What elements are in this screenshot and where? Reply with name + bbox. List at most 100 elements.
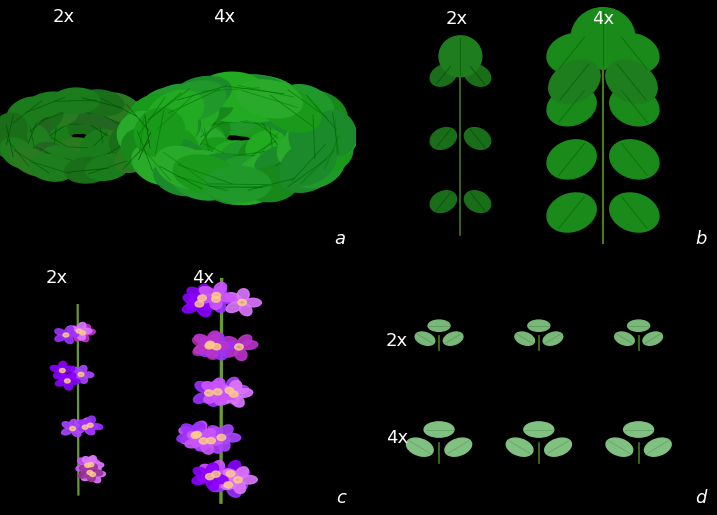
Ellipse shape [52, 88, 100, 113]
Ellipse shape [254, 96, 303, 129]
Ellipse shape [428, 320, 450, 331]
Ellipse shape [59, 138, 95, 157]
Ellipse shape [75, 333, 83, 341]
Ellipse shape [206, 346, 218, 358]
Ellipse shape [225, 75, 288, 106]
Ellipse shape [92, 462, 104, 468]
Ellipse shape [80, 331, 85, 335]
Ellipse shape [236, 467, 249, 478]
Ellipse shape [236, 389, 252, 397]
Ellipse shape [76, 329, 82, 333]
Ellipse shape [77, 458, 87, 465]
Ellipse shape [228, 92, 283, 122]
Ellipse shape [80, 328, 92, 334]
Ellipse shape [248, 115, 288, 147]
Ellipse shape [213, 472, 229, 482]
Ellipse shape [213, 378, 225, 390]
Ellipse shape [291, 146, 344, 188]
Ellipse shape [147, 90, 204, 134]
Text: 4x: 4x [214, 8, 236, 26]
Ellipse shape [78, 372, 84, 376]
Ellipse shape [187, 298, 201, 308]
Ellipse shape [155, 109, 198, 151]
Ellipse shape [192, 437, 204, 449]
Ellipse shape [198, 294, 214, 303]
Ellipse shape [195, 382, 209, 392]
Ellipse shape [55, 380, 66, 386]
Ellipse shape [76, 465, 87, 471]
Text: a: a [335, 230, 346, 248]
Ellipse shape [91, 470, 103, 476]
Ellipse shape [89, 120, 114, 149]
Ellipse shape [185, 439, 201, 448]
Ellipse shape [44, 114, 81, 140]
Ellipse shape [606, 60, 657, 104]
Ellipse shape [70, 426, 75, 431]
Ellipse shape [118, 101, 157, 133]
Ellipse shape [198, 284, 210, 297]
Ellipse shape [115, 138, 156, 173]
Ellipse shape [194, 393, 209, 403]
Ellipse shape [54, 329, 65, 335]
Ellipse shape [214, 141, 257, 168]
Ellipse shape [199, 138, 242, 165]
Ellipse shape [42, 121, 68, 149]
Ellipse shape [212, 293, 221, 299]
Ellipse shape [82, 457, 92, 464]
Ellipse shape [212, 296, 220, 302]
Ellipse shape [90, 472, 95, 476]
Ellipse shape [217, 434, 226, 440]
Ellipse shape [62, 422, 72, 428]
Ellipse shape [210, 483, 227, 492]
Ellipse shape [198, 295, 206, 301]
Ellipse shape [194, 344, 209, 354]
Ellipse shape [193, 467, 209, 477]
Ellipse shape [196, 440, 211, 451]
Ellipse shape [204, 294, 222, 302]
Ellipse shape [234, 344, 243, 350]
Ellipse shape [227, 475, 239, 487]
Ellipse shape [239, 304, 252, 316]
Ellipse shape [197, 305, 211, 317]
Ellipse shape [110, 125, 138, 156]
Ellipse shape [70, 419, 77, 427]
Ellipse shape [212, 476, 227, 486]
Ellipse shape [69, 379, 80, 384]
Text: 2x: 2x [53, 8, 75, 26]
Ellipse shape [88, 460, 99, 466]
Ellipse shape [181, 151, 232, 182]
Ellipse shape [7, 97, 47, 127]
Ellipse shape [201, 298, 218, 306]
Ellipse shape [222, 479, 237, 489]
Ellipse shape [79, 366, 87, 373]
Ellipse shape [85, 466, 94, 474]
Ellipse shape [214, 169, 277, 204]
Ellipse shape [65, 336, 73, 344]
Ellipse shape [430, 191, 457, 213]
Ellipse shape [643, 332, 663, 345]
Ellipse shape [140, 88, 190, 125]
Ellipse shape [212, 344, 221, 350]
Ellipse shape [67, 332, 79, 337]
Ellipse shape [92, 467, 101, 474]
Ellipse shape [81, 465, 91, 472]
Ellipse shape [187, 287, 202, 298]
Ellipse shape [67, 101, 108, 125]
Ellipse shape [54, 371, 63, 379]
Ellipse shape [23, 92, 68, 118]
Ellipse shape [156, 146, 215, 189]
Ellipse shape [280, 154, 334, 192]
Ellipse shape [89, 464, 98, 472]
Ellipse shape [17, 112, 50, 145]
Ellipse shape [29, 154, 73, 181]
Ellipse shape [315, 117, 357, 157]
Ellipse shape [50, 366, 61, 372]
Ellipse shape [214, 348, 227, 360]
Ellipse shape [609, 193, 659, 232]
Ellipse shape [80, 334, 89, 342]
Ellipse shape [211, 110, 257, 134]
Ellipse shape [209, 442, 223, 453]
Ellipse shape [219, 341, 236, 350]
Ellipse shape [224, 469, 238, 479]
Ellipse shape [547, 33, 597, 73]
